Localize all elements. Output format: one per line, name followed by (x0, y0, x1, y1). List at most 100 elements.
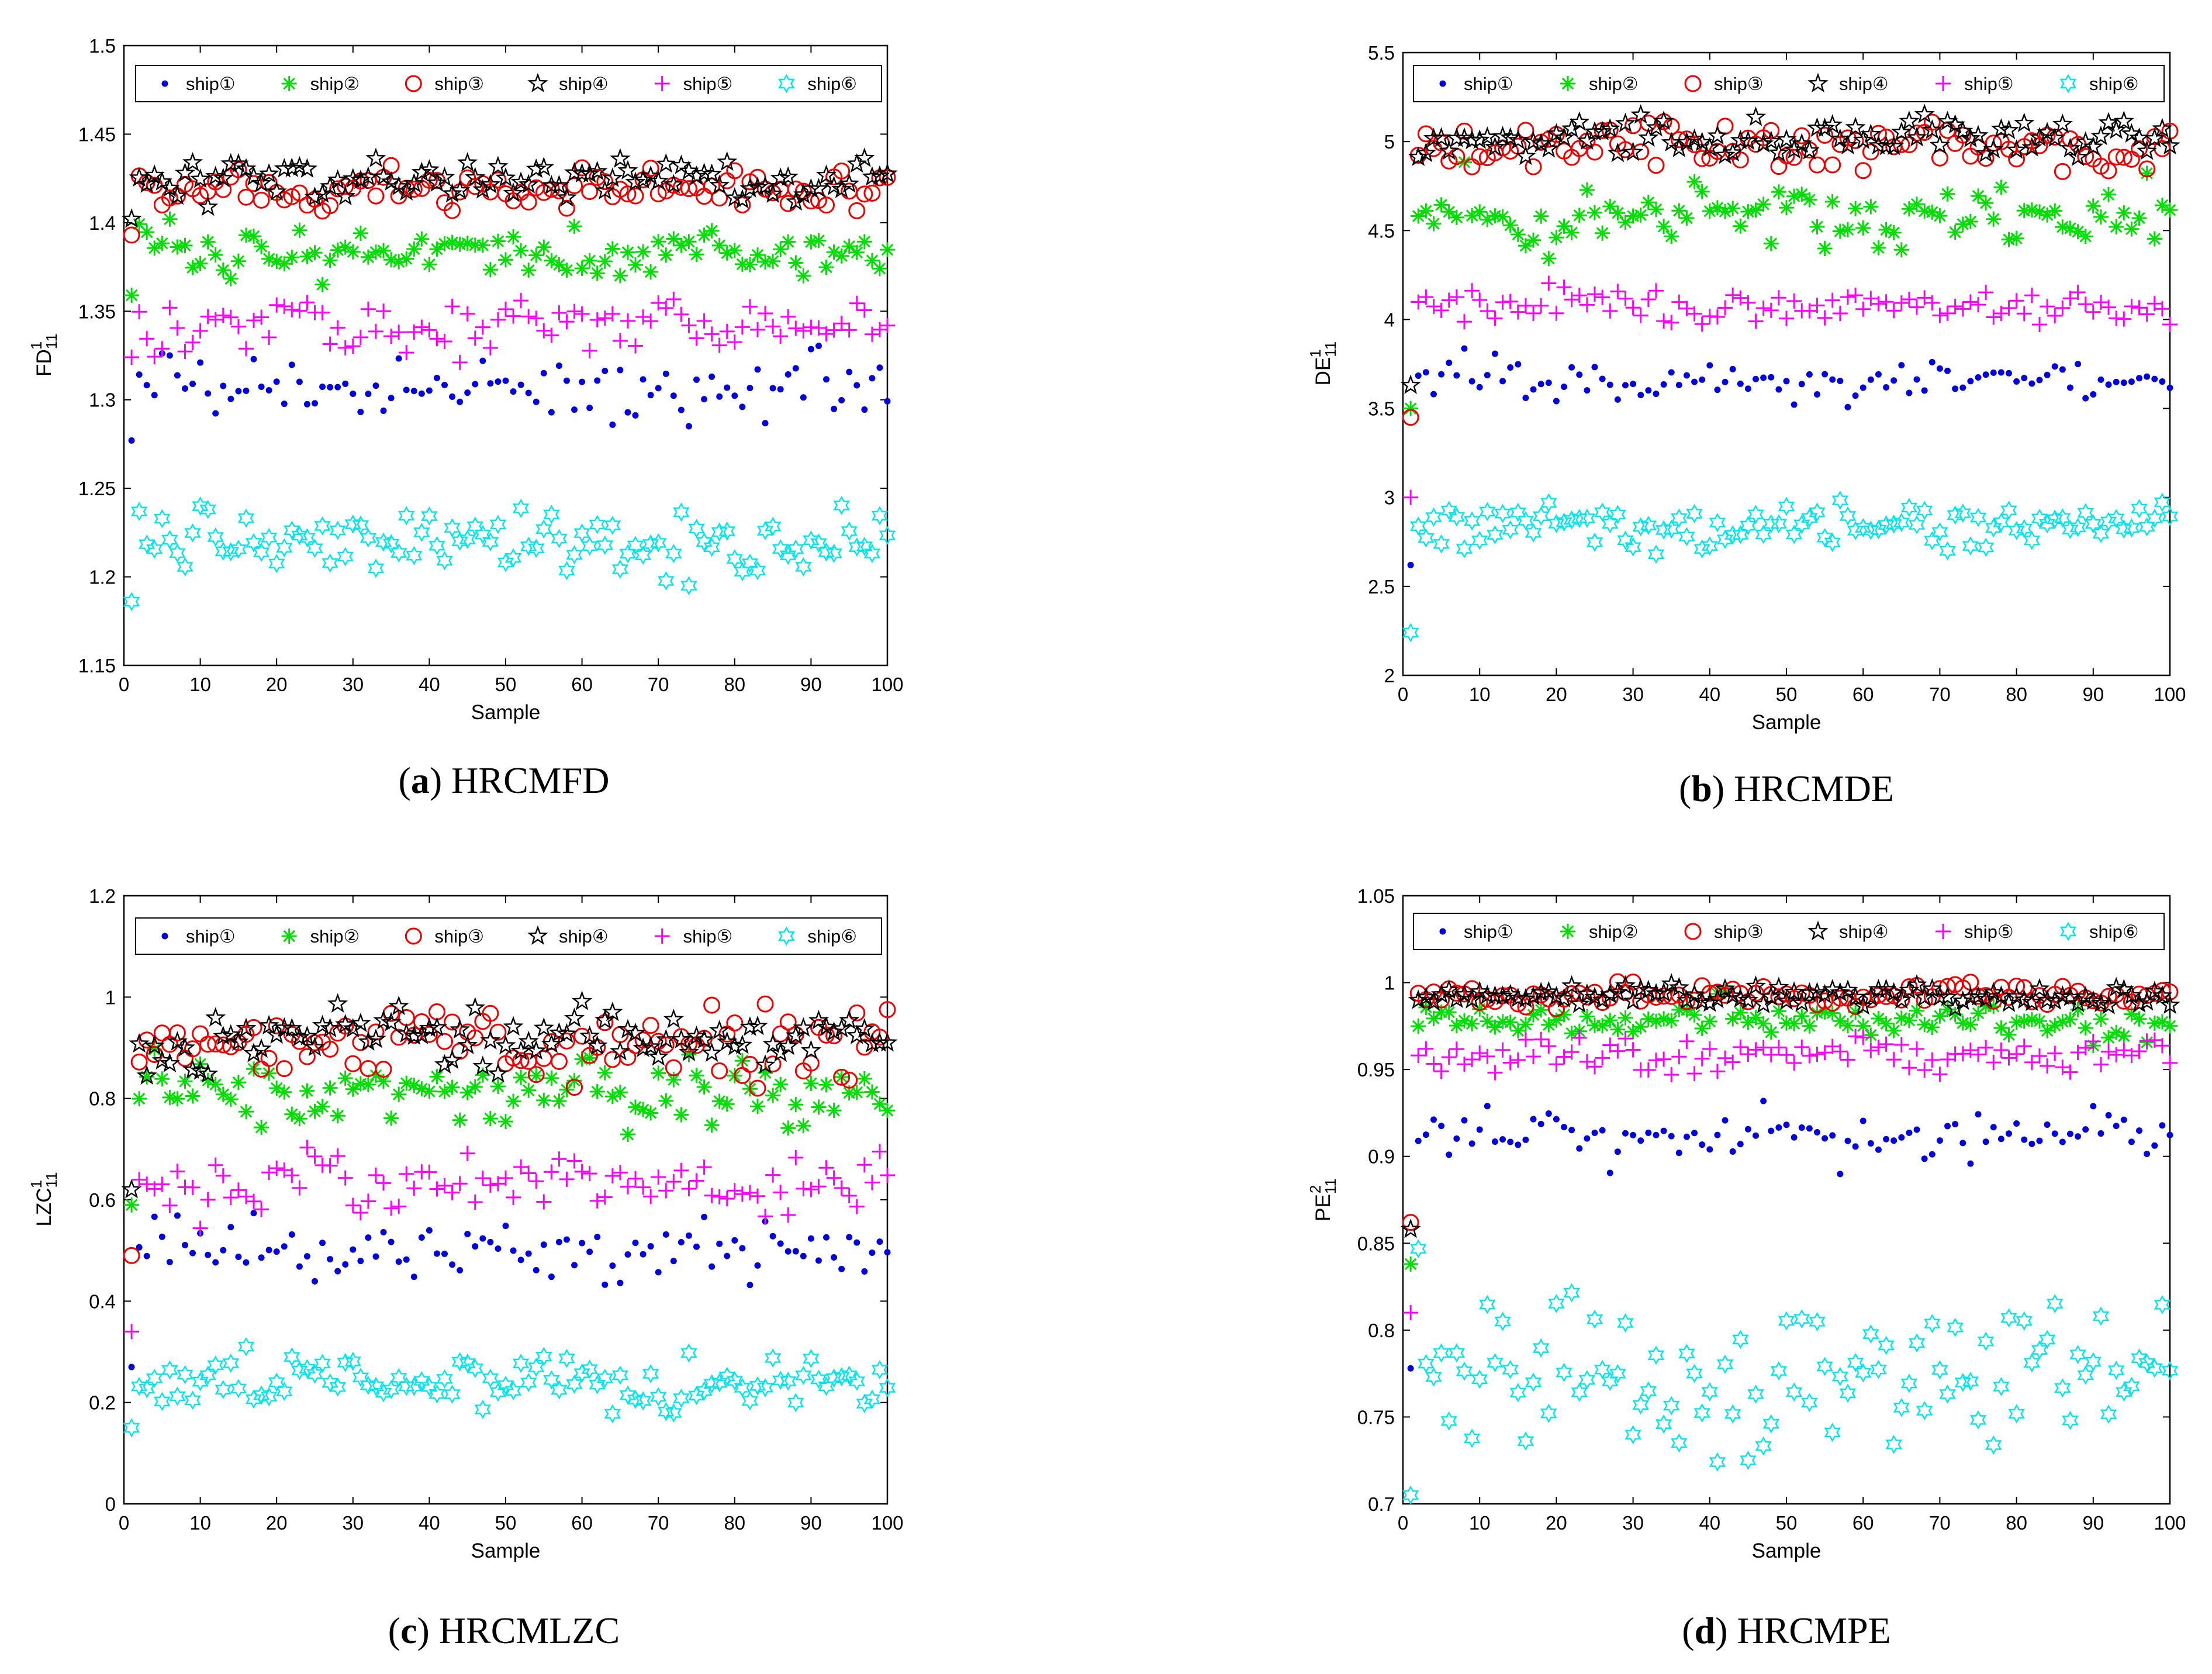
data-point (243, 1259, 250, 1266)
data-point (314, 305, 330, 320)
data-point (634, 1391, 652, 1411)
data-point (502, 377, 509, 384)
data-point (1944, 1123, 1951, 1130)
data-point (1423, 127, 1444, 147)
data-point (663, 174, 684, 194)
data-point (457, 152, 478, 172)
data-point (418, 390, 425, 397)
data-point (1556, 1362, 1572, 1382)
data-point (689, 330, 704, 346)
data-point (307, 1148, 323, 1164)
data-point (2028, 380, 2035, 387)
data-point (2116, 1043, 2132, 1058)
x-tick-label: 10 (189, 674, 211, 695)
data-point (2001, 300, 2017, 316)
data-point (1694, 184, 1710, 199)
data-point (1962, 214, 1978, 229)
data-point (296, 1263, 303, 1270)
data-point (1883, 384, 1890, 391)
data-point (1816, 126, 1834, 144)
data-point (1725, 287, 1741, 303)
data-point (665, 544, 682, 564)
data-point (1867, 1140, 1874, 1147)
data-point (2166, 1131, 2173, 1138)
data-point (1456, 539, 1473, 559)
y-tick-label: 0 (105, 1493, 116, 1515)
data-point (2070, 224, 2086, 240)
data-point (833, 496, 850, 515)
data-point (742, 257, 758, 272)
data-point (719, 1191, 735, 1207)
data-point (1794, 187, 1810, 202)
data-point (360, 528, 377, 548)
data-point (1584, 121, 1605, 141)
data-point (1822, 114, 1843, 134)
data-point (734, 1378, 751, 1397)
data-point (327, 1256, 334, 1263)
data-point (701, 1042, 723, 1062)
data-point (678, 1041, 700, 1061)
data-point (739, 1245, 746, 1252)
data-point (215, 541, 232, 561)
data-point (2097, 1130, 2104, 1137)
data-point (716, 1240, 723, 1247)
data-point (421, 257, 437, 272)
data-point (292, 1180, 307, 1196)
data-point (1716, 1354, 1734, 1374)
data-point (281, 157, 302, 177)
data-point (168, 1024, 186, 1042)
data-point (260, 527, 278, 547)
data-point (777, 386, 784, 393)
data-point (1664, 315, 1679, 330)
data-point (2082, 1126, 2089, 1133)
data-point (177, 1365, 193, 1385)
data-point (548, 409, 555, 416)
data-point (390, 1368, 407, 1387)
data-point (2101, 187, 2116, 202)
data-point (1430, 1116, 1437, 1123)
data-point (747, 177, 768, 196)
data-point (1824, 156, 1841, 174)
data-point (582, 253, 597, 268)
data-point (291, 1361, 308, 1380)
data-point (2131, 210, 2147, 226)
data-point (1606, 1169, 1613, 1176)
legend-label: ship⑤ (1964, 921, 2014, 942)
data-point (2154, 301, 2170, 317)
data-point (1729, 1148, 1736, 1155)
data-point (504, 1381, 522, 1401)
legend-marker (527, 73, 548, 92)
data-point (360, 249, 376, 265)
data-point (276, 1162, 292, 1178)
data-point (208, 312, 223, 327)
data-point (1817, 310, 1833, 326)
data-point (602, 1002, 623, 1021)
data-point (2128, 378, 2135, 385)
data-point (143, 382, 150, 389)
data-point (1944, 367, 1951, 374)
data-point (345, 1081, 361, 1097)
data-point (399, 345, 414, 361)
data-point (1502, 218, 1518, 233)
data-point (1763, 1047, 1779, 1062)
data-point (1599, 375, 1606, 382)
data-point (151, 392, 158, 399)
data-point (862, 1033, 883, 1053)
data-point (1686, 1066, 1702, 1082)
data-point (1671, 508, 1688, 528)
data-point (212, 1259, 219, 1266)
data-point (121, 208, 142, 228)
data-point (589, 312, 605, 328)
data-point (123, 226, 140, 244)
data-point (1556, 1007, 1572, 1023)
data-point (1693, 150, 1711, 167)
data-point (1939, 1384, 1956, 1404)
data-point (1407, 561, 1414, 568)
data-point (620, 244, 635, 260)
data-point (709, 1020, 730, 1040)
x-tick-label: 80 (2006, 684, 2027, 705)
data-point (2054, 1378, 2071, 1398)
data-point (154, 1176, 170, 1192)
data-point (818, 1077, 834, 1093)
data-point (1510, 227, 1526, 242)
